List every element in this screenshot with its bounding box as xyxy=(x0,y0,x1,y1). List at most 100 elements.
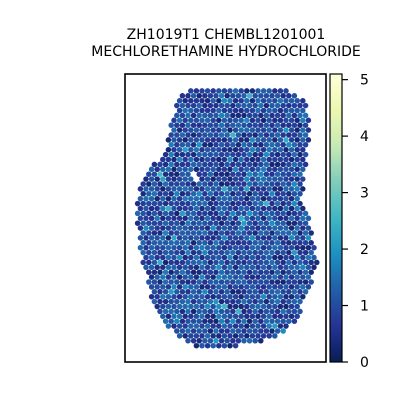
spot xyxy=(174,279,180,285)
spot xyxy=(230,142,236,148)
spot xyxy=(241,298,247,305)
spot xyxy=(168,151,174,158)
spot xyxy=(241,132,247,138)
spot xyxy=(230,171,236,177)
spot xyxy=(263,122,270,128)
spot xyxy=(168,171,174,177)
spot xyxy=(288,244,295,251)
spot xyxy=(277,323,284,329)
spot xyxy=(190,220,197,226)
spot xyxy=(291,230,298,236)
colorbar-tick-label: 5 xyxy=(360,73,369,89)
spot xyxy=(260,117,267,124)
spot xyxy=(224,249,230,256)
spot xyxy=(274,259,281,266)
spot xyxy=(188,97,194,104)
spot xyxy=(272,186,278,192)
spot xyxy=(185,269,191,275)
spot xyxy=(263,269,270,275)
spot xyxy=(176,225,183,231)
spot xyxy=(154,215,160,222)
spot xyxy=(179,259,186,266)
spot xyxy=(207,269,214,275)
spot xyxy=(283,303,289,310)
spot xyxy=(291,161,298,168)
spot xyxy=(199,137,205,143)
spot xyxy=(190,240,197,246)
spot xyxy=(185,151,191,158)
spot xyxy=(258,289,264,295)
spot xyxy=(213,298,219,305)
spot xyxy=(221,88,228,94)
spot xyxy=(193,244,200,251)
spot xyxy=(266,264,272,271)
spot xyxy=(249,303,256,310)
spot xyxy=(232,137,239,143)
spot xyxy=(199,333,205,339)
spot xyxy=(311,244,317,251)
spot xyxy=(202,318,208,324)
spot xyxy=(210,215,216,222)
spot xyxy=(171,127,177,133)
spot xyxy=(162,151,169,158)
spot xyxy=(196,122,202,128)
spot xyxy=(221,137,228,143)
spot xyxy=(216,284,222,290)
spot xyxy=(244,156,250,163)
spot xyxy=(174,308,180,315)
spot xyxy=(255,235,261,241)
spot xyxy=(171,303,177,310)
spot xyxy=(283,88,289,94)
spot xyxy=(280,191,286,197)
spot xyxy=(232,323,239,329)
spot xyxy=(151,161,158,168)
spot xyxy=(176,284,183,290)
spot xyxy=(218,93,225,99)
spot xyxy=(193,97,200,104)
spot xyxy=(146,279,152,285)
spot xyxy=(269,181,275,187)
spot xyxy=(272,205,278,212)
spot xyxy=(210,205,216,212)
spot xyxy=(190,308,197,315)
spot xyxy=(188,107,194,114)
spot xyxy=(227,342,233,349)
spot xyxy=(227,205,233,212)
spot xyxy=(224,122,230,128)
spot xyxy=(176,166,183,173)
spot xyxy=(283,107,289,114)
spot xyxy=(185,191,191,197)
spot xyxy=(165,195,172,202)
spot xyxy=(311,264,317,271)
spot xyxy=(165,205,172,212)
spot xyxy=(263,171,270,177)
spot xyxy=(305,127,312,133)
spot xyxy=(224,102,230,109)
spot xyxy=(182,323,188,329)
spot xyxy=(272,117,278,124)
spot xyxy=(185,171,191,177)
spot xyxy=(230,220,236,226)
spot xyxy=(190,112,197,119)
spot xyxy=(244,117,250,124)
spot xyxy=(160,235,166,241)
spot xyxy=(244,176,250,182)
spot xyxy=(252,112,258,119)
spot xyxy=(286,102,292,109)
spot xyxy=(199,215,205,222)
spot xyxy=(232,156,239,163)
spot xyxy=(179,220,186,226)
spot xyxy=(221,215,228,222)
spot xyxy=(255,205,261,212)
spot xyxy=(216,274,222,280)
spot xyxy=(252,181,258,187)
spot xyxy=(165,244,172,251)
spot xyxy=(193,342,200,349)
spot xyxy=(241,249,247,256)
spot xyxy=(227,186,233,192)
spot xyxy=(210,156,216,163)
spot xyxy=(218,210,225,217)
spot xyxy=(255,127,261,133)
spot xyxy=(174,230,180,236)
spot xyxy=(176,235,183,241)
